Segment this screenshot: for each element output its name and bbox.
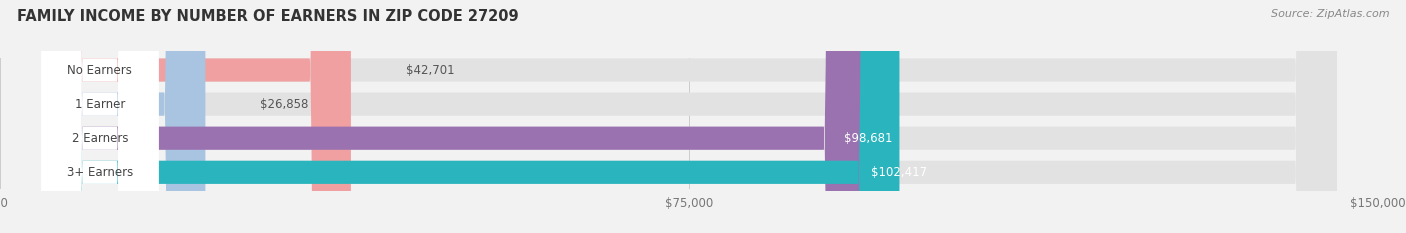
FancyBboxPatch shape (41, 0, 1337, 233)
FancyBboxPatch shape (41, 0, 159, 233)
Text: $42,701: $42,701 (406, 64, 454, 76)
FancyBboxPatch shape (41, 0, 205, 233)
Text: 3+ Earners: 3+ Earners (66, 166, 134, 179)
FancyBboxPatch shape (41, 0, 900, 233)
FancyBboxPatch shape (41, 0, 1337, 233)
FancyBboxPatch shape (41, 0, 865, 233)
Text: Source: ZipAtlas.com: Source: ZipAtlas.com (1271, 9, 1389, 19)
FancyBboxPatch shape (41, 0, 159, 233)
Text: $26,858: $26,858 (260, 98, 309, 111)
FancyBboxPatch shape (41, 0, 159, 233)
Text: $98,681: $98,681 (844, 132, 893, 145)
FancyBboxPatch shape (41, 0, 159, 233)
FancyBboxPatch shape (41, 0, 1337, 233)
FancyBboxPatch shape (41, 0, 1337, 233)
FancyBboxPatch shape (41, 0, 352, 233)
Text: 2 Earners: 2 Earners (72, 132, 128, 145)
Text: $102,417: $102,417 (870, 166, 927, 179)
Text: No Earners: No Earners (67, 64, 132, 76)
Text: 1 Earner: 1 Earner (75, 98, 125, 111)
Text: FAMILY INCOME BY NUMBER OF EARNERS IN ZIP CODE 27209: FAMILY INCOME BY NUMBER OF EARNERS IN ZI… (17, 9, 519, 24)
